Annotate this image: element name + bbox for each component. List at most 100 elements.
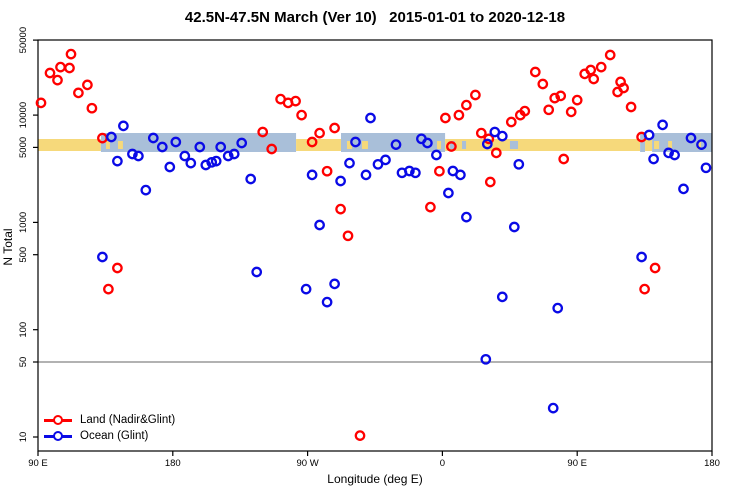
land-data-point xyxy=(595,61,607,73)
surface-band-sea-speck xyxy=(450,141,455,149)
ocean-data-point xyxy=(372,158,384,170)
ocean-data-point xyxy=(215,141,227,153)
land-data-point xyxy=(505,116,517,128)
ocean-data-point xyxy=(200,159,212,171)
land-data-point xyxy=(549,92,561,104)
land-data-point xyxy=(483,133,495,145)
plot-frame xyxy=(37,39,713,452)
land-data-point xyxy=(649,262,661,274)
land-data-point xyxy=(290,95,301,107)
surface-band-island-speck xyxy=(697,141,702,149)
legend: Land (Nadir&Glint) Ocean (Glint) xyxy=(44,412,175,444)
ocean-data-point xyxy=(648,153,659,165)
ocean-data-point xyxy=(179,150,191,162)
surface-band-island-speck xyxy=(346,141,353,149)
ocean-data-point xyxy=(496,291,508,303)
ocean-data-point xyxy=(194,141,206,153)
x-tick-label: 90 E xyxy=(567,458,587,469)
land-data-point xyxy=(44,67,56,79)
ocean-data-point xyxy=(552,302,564,314)
x-tick-label: 0 xyxy=(440,458,445,469)
land-data-point xyxy=(425,201,436,213)
ocean-data-point xyxy=(480,353,492,365)
ocean-data-point xyxy=(344,157,355,169)
surface-band-land-segment xyxy=(296,139,342,151)
ocean-data-point xyxy=(380,154,391,166)
ocean-data-point xyxy=(329,278,340,290)
ocean-data-point xyxy=(422,137,433,149)
land-data-point xyxy=(64,62,75,74)
ocean-data-point xyxy=(156,141,168,153)
ocean-data-point xyxy=(455,169,466,181)
y-tick-label: 1000 xyxy=(18,212,29,233)
ocean-data-point xyxy=(170,136,182,148)
land-data-point xyxy=(314,127,325,139)
surface-band-sea-speck xyxy=(462,141,467,149)
land-data-point xyxy=(86,102,98,114)
ocean-data-point xyxy=(669,149,680,161)
ocean-data-point xyxy=(360,169,372,181)
x-tick-label: 180 xyxy=(165,458,181,469)
land-data-point xyxy=(112,262,123,274)
land-data-point xyxy=(475,127,487,139)
surface-band-land-segment xyxy=(645,139,653,151)
ocean-data-point xyxy=(636,251,647,263)
chart-title: 42.5N-47.5N March (Ver 10) 2015-01-01 to… xyxy=(184,9,566,26)
land-data-point xyxy=(470,89,481,101)
ocean-data-point xyxy=(206,156,218,168)
ocean-data-point xyxy=(133,150,144,162)
land-data-point xyxy=(461,99,472,111)
y-tick-label: 50 xyxy=(18,357,29,368)
ocean-data-point xyxy=(443,187,454,199)
surface-band-sea-speck xyxy=(509,141,519,149)
legend-label-ocean: Ocean (Glint) xyxy=(80,430,149,442)
legend-label-land: Land (Nadir&Glint) xyxy=(80,414,176,426)
ocean-data-point xyxy=(228,148,240,160)
ocean-data-point xyxy=(335,175,346,187)
land-data-point xyxy=(558,153,570,165)
land-data-point xyxy=(625,101,637,113)
land-data-point xyxy=(565,106,577,118)
land-data-point xyxy=(529,66,541,78)
ocean-data-point xyxy=(236,137,248,149)
ocean-data-point xyxy=(513,158,525,170)
land-data-point xyxy=(519,105,531,117)
surface-band-ocean-segment xyxy=(640,133,646,152)
land-data-point xyxy=(618,82,629,94)
ocean-data-point xyxy=(643,129,655,141)
ocean-data-point xyxy=(97,251,108,263)
ocean-data-point xyxy=(164,161,176,173)
land-data-point xyxy=(65,48,77,60)
land-data-point xyxy=(55,61,66,73)
surface-band-land-segment xyxy=(38,139,101,151)
y-tick-label: 100 xyxy=(18,322,29,338)
land-data-point xyxy=(52,74,63,86)
land-data-point xyxy=(555,90,567,102)
y-tick-label: 50000 xyxy=(18,27,29,53)
surface-band-island-speck xyxy=(105,141,110,149)
ocean-data-point xyxy=(106,131,117,143)
land-data-point xyxy=(571,94,583,106)
ocean-data-point xyxy=(685,132,697,144)
x-tick-label: 180 xyxy=(704,458,720,469)
land-data-point xyxy=(296,109,307,121)
ocean-data-point xyxy=(404,165,415,177)
land-data-point xyxy=(585,64,597,76)
ocean-data-point xyxy=(431,149,442,161)
land-data-point xyxy=(537,78,549,90)
land-data-point xyxy=(440,112,451,124)
ocean-data-point xyxy=(678,183,689,195)
ocean-data-point xyxy=(127,148,138,160)
ocean-data-point xyxy=(210,155,222,167)
land-data-point xyxy=(639,283,650,295)
ocean-data-point xyxy=(321,296,333,308)
land-data-point xyxy=(543,104,555,116)
ocean-data-point xyxy=(140,184,152,196)
x-axis-title: Longitude (deg E) xyxy=(327,472,423,486)
ocean-data-point xyxy=(657,119,668,131)
ocean-data-point xyxy=(496,130,508,142)
ocean-data-point xyxy=(365,112,376,124)
legend-item-ocean: Ocean (Glint) xyxy=(44,428,175,444)
